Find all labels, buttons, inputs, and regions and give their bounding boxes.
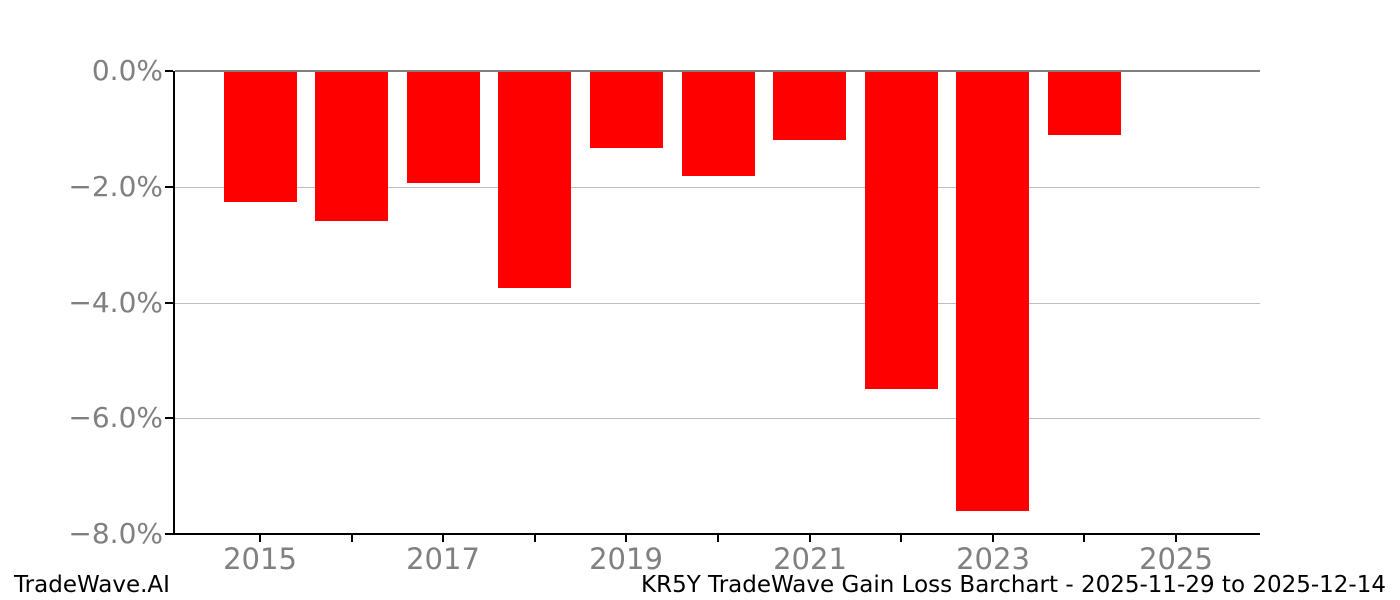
y-tick-label: −8.0% (68, 517, 163, 550)
x-tick-mark (625, 535, 627, 542)
x-tick-mark (809, 535, 811, 542)
bar-2021 (773, 71, 846, 140)
y-axis-spine (173, 71, 175, 535)
y-tick-mark (165, 186, 173, 188)
chart-caption: KR5Y TradeWave Gain Loss Barchart - 2025… (641, 572, 1386, 598)
x-tick-mark (900, 535, 902, 542)
bar-2023 (956, 71, 1029, 511)
y-tick-label: −2.0% (68, 170, 163, 203)
x-tick-label: 2025 (1139, 542, 1213, 576)
y-tick-label: −4.0% (68, 286, 163, 319)
x-tick-label: 2015 (223, 542, 297, 576)
y-tick-mark (165, 417, 173, 419)
y-tick-mark (165, 302, 173, 304)
x-axis-spine (173, 533, 1260, 535)
y-tick-label: 0.0% (91, 54, 163, 87)
x-tick-mark (351, 535, 353, 542)
bar-2017 (407, 71, 480, 183)
x-tick-mark (534, 535, 536, 542)
bar-2016 (315, 71, 388, 221)
bar-2020 (682, 71, 755, 176)
bar-2022 (865, 71, 938, 389)
y-gridline (175, 418, 1260, 419)
x-tick-mark (717, 535, 719, 542)
x-tick-label: 2023 (956, 542, 1030, 576)
y-tick-mark (165, 70, 173, 72)
x-tick-mark (259, 535, 261, 542)
x-tick-mark (1083, 535, 1085, 542)
bar-2024 (1048, 71, 1121, 135)
x-tick-label: 2017 (406, 542, 480, 576)
x-tick-label: 2019 (589, 542, 663, 576)
watermark-text: TradeWave.AI (14, 572, 170, 598)
x-tick-mark (1175, 535, 1177, 542)
x-tick-mark (442, 535, 444, 542)
bar-2015 (224, 71, 297, 202)
bar-2018 (498, 71, 571, 288)
y-gridline (175, 303, 1260, 304)
y-tick-mark (165, 533, 173, 535)
x-tick-label: 2021 (773, 542, 847, 576)
y-tick-label: −6.0% (68, 401, 163, 434)
zero-line (175, 70, 1260, 72)
x-tick-mark (992, 535, 994, 542)
y-gridline (175, 187, 1260, 188)
bar-2019 (590, 71, 663, 148)
